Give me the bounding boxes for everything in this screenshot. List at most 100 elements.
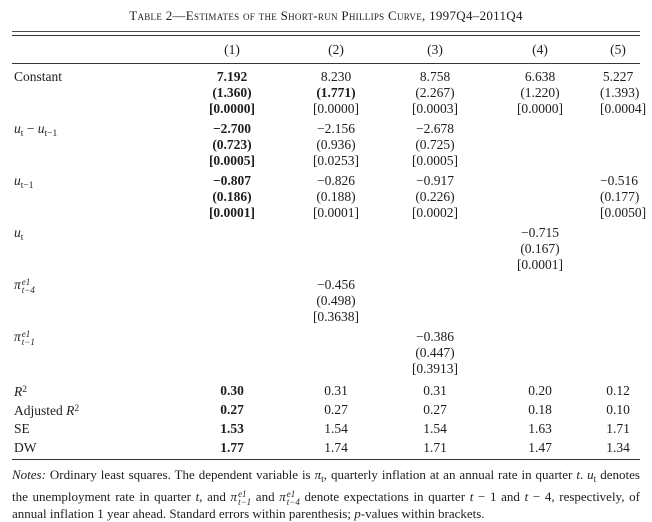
cell-u-t-c3: [390, 225, 480, 273]
p-value: [0.0003]: [411, 101, 459, 116]
sup-sub-stack: e1 t−4: [21, 277, 35, 295]
stat-se-c2: 1.54: [324, 421, 348, 436]
std-error: (0.936): [316, 137, 356, 152]
std-error: (0.177): [600, 189, 640, 204]
cell-pi-e1-t-4-c4: [480, 277, 600, 325]
table-title: Table 2—Estimates of the Short-run Phill…: [129, 8, 523, 23]
std-error: (2.267): [415, 85, 455, 100]
cell-u-lag1-c2: −0.826 (0.188) [0.0001]: [282, 173, 390, 221]
table-header-rule: [12, 63, 640, 64]
text-segment: t: [20, 233, 24, 243]
text-segment: π: [14, 329, 21, 344]
table-body: Constant 7.192 (1.360) [0.0000] 8.230 (1.771)…: [12, 64, 647, 377]
p-value: [0.0001]: [312, 205, 360, 220]
text-segment: denotes the unemployment rate in quarter: [12, 467, 640, 504]
coefficient-value: −0.826: [317, 173, 355, 188]
text-segment: u: [37, 121, 45, 136]
row-pi-e1-t-4: π e1 t−4 −0.456 (0.498) [0.3638]: [12, 277, 640, 325]
coefficient-value: 8.230: [320, 69, 352, 84]
text-segment: u: [14, 225, 21, 240]
sup-sub-stack: e1 t−1: [238, 488, 252, 507]
table-header-row: (1) (2) (3) (4) (5): [12, 36, 640, 63]
cell-pi-e1-t-1-c1: [182, 329, 282, 377]
row-label-dw: DW: [12, 438, 182, 457]
coefficient-value: −0.386: [416, 329, 454, 344]
cell-pi-e1-t-1-c5: [600, 329, 636, 377]
std-error: (0.186): [212, 189, 252, 204]
row-label-se: SE: [12, 419, 182, 438]
p-value: [0.0004]: [600, 101, 647, 116]
row-label-adjusted-r-squared: Adjusted R2: [12, 400, 182, 419]
row-label-r-squared: R2: [12, 381, 182, 400]
text-segment: −: [23, 121, 38, 136]
cell-constant-c1: 7.192 (1.360) [0.0000]: [182, 69, 282, 117]
stat-se-c1: 1.53: [220, 421, 244, 436]
std-error: (0.723): [212, 137, 252, 152]
cell-u-t-c2: [282, 225, 390, 273]
coefficient-value: −0.917: [416, 173, 454, 188]
p-value: [0.0050]: [600, 205, 647, 220]
text-segment: u: [14, 173, 21, 188]
coefficient-value: 5.227: [602, 69, 634, 84]
text-segment: t: [576, 467, 580, 482]
stat-dw-c1: 1.77: [220, 440, 244, 455]
stat-dw-c2: 1.74: [324, 440, 348, 455]
stat-se-c3: 1.54: [423, 421, 447, 436]
row-label-u-t: ut: [12, 225, 182, 243]
stat-dw-c4: 1.47: [528, 440, 552, 455]
text-segment: t: [524, 488, 529, 504]
sup-sub-stack: e1 t−4: [286, 488, 300, 507]
row-u-diff: ut − ut−1 −2.700 (0.723) [0.0005] −2.156 (0.9…: [12, 121, 640, 169]
p-value: [0.0253]: [312, 153, 360, 168]
text-segment: R: [66, 403, 75, 418]
text-segment: 2: [22, 385, 27, 395]
text-segment: DW: [14, 440, 37, 455]
coefficient-value: 6.638: [524, 69, 556, 84]
column-header-2: (2): [328, 42, 344, 57]
table-bottom-rule: [12, 459, 640, 460]
table-notes: Notes: Ordinary least squares. The depen…: [12, 467, 640, 522]
row-label-constant: Constant: [12, 69, 182, 85]
text-segment: 2: [74, 404, 80, 414]
cell-u-lag1-c4: [480, 173, 600, 221]
coefficient-value: 7.192: [216, 69, 248, 84]
text-segment: R: [14, 384, 23, 399]
column-header-1: (1): [224, 42, 240, 57]
stat-adjusted-r-squared-c1: 0.27: [220, 402, 244, 417]
stat-adjusted-r-squared-c4: 0.18: [528, 402, 552, 417]
text-segment: SE: [14, 421, 30, 436]
text-segment: p: [354, 505, 361, 521]
text-segment: and: [251, 488, 280, 504]
sup-sub-stack: e1 t−1: [21, 329, 35, 347]
cell-u-diff-c1: −2.700 (0.723) [0.0005]: [182, 121, 282, 169]
cell-constant-c5: 5.227 (1.393) [0.0004]: [600, 69, 647, 117]
coefficient-value: −0.456: [317, 277, 355, 292]
cell-pi-e1-t-4-c1: [182, 277, 282, 325]
text-segment: Ordinary least squares. The dependent va…: [45, 467, 315, 482]
cell-pi-e1-t-4-c5: [600, 277, 636, 325]
row-u-t: ut −0.715 (0.167) [0.0001]: [12, 225, 640, 273]
row-r-squared: R2 0.30 0.31 0.31 0.20 0.12: [12, 381, 640, 400]
text-segment: t: [195, 488, 200, 504]
text-segment: t: [20, 129, 24, 139]
text-segment: π: [279, 488, 286, 504]
stat-dw-c3: 1.71: [423, 440, 447, 455]
text-segment: π: [314, 467, 322, 482]
cell-pi-e1-t-4-c3: [390, 277, 480, 325]
text-segment: u: [587, 467, 594, 482]
p-value: [0.0000]: [312, 101, 360, 116]
text-segment: π: [230, 488, 238, 504]
cell-u-diff-c2: −2.156 (0.936) [0.0253]: [282, 121, 390, 169]
table-top-double-rule: [12, 31, 640, 36]
p-value: [0.3638]: [312, 309, 360, 324]
p-value: [0.0005]: [411, 153, 459, 168]
p-value: [0.0000]: [208, 101, 256, 116]
std-error: (0.167): [520, 241, 560, 256]
std-error: (0.226): [415, 189, 455, 204]
std-error: (0.498): [316, 293, 356, 308]
text-segment: t−1: [20, 181, 34, 191]
stat-dw-c5: 1.34: [606, 440, 630, 455]
cell-u-diff-c4: [480, 121, 600, 169]
std-error: (0.188): [316, 189, 356, 204]
